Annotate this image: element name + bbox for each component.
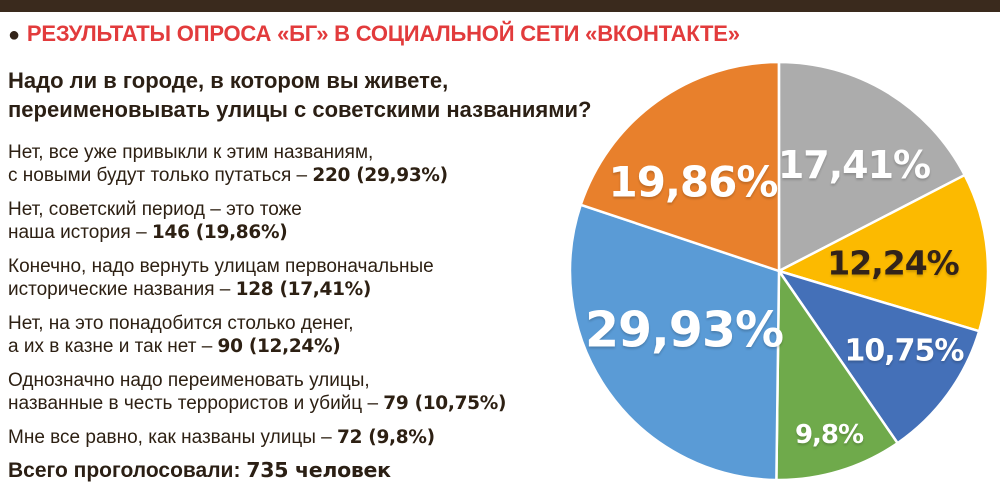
total-votes-value: 735 человек [246,458,391,482]
page-title: ● РЕЗУЛЬТАТЫ ОПРОСА «БГ» В СОЦИАЛЬНОЙ СЕТ… [8,21,740,47]
answer-text: Нет, на это понадобится столько денег, а… [8,313,354,357]
pie-slice-3 [777,269,981,445]
answer-value: 146 (19,86%) [151,222,288,243]
answer-value: 220 (29,93%) [312,165,448,186]
pie-slice-6 [579,60,781,273]
answer-value: 90 (12,24%) [217,336,341,357]
pie-slice-label: 29,93% [584,301,784,359]
answer-value: 72 (9,8%) [337,427,435,448]
pie-slice-label: 10,75% [844,333,965,369]
total-votes-label: Всего проголосовали: [8,459,247,482]
answer-item: Нет, все уже привыкли к этим названиям, … [8,141,506,187]
pie-chart: 17,41% 12,24% 10,75% 9,8% 29,93% 19,86% [565,57,995,487]
answer-item: Конечно, надо вернуть улицам первоначаль… [8,255,506,301]
page-title-text: РЕЗУЛЬТАТЫ ОПРОСА «БГ» В СОЦИАЛЬНОЙ СЕТИ… [26,21,740,46]
answers-list: Нет, все уже привыкли к этим названиям, … [8,141,506,460]
poll-question: Надо ли в городе, в котором вы живете, п… [8,68,592,122]
answer-item: Нет, на это понадобится столько денег, а… [8,312,506,358]
answer-text: Нет, советский период – это тоже наша ис… [8,199,302,243]
answer-text: Мне все равно, как названы улицы – [8,427,338,448]
answer-item: Однозначно надо переименовать улицы, наз… [8,369,506,415]
pie-slice-label: 9,8% [794,420,864,450]
pie-slice-label: 19,86% [608,157,779,207]
answer-value: 128 (17,41%) [235,279,372,300]
pie-slice-label: 17,41% [777,143,931,187]
pie-slice-4 [775,269,899,482]
pie-slice-label: 12,24% [827,243,959,283]
total-votes: Всего проголосовали: 735 человек [8,458,391,483]
pie-slice-2 [777,173,990,333]
bullet-icon: ● [8,24,20,46]
answer-text: Конечно, надо вернуть улицам первоначаль… [8,256,434,300]
answer-value: 79 (10,75%) [383,393,507,414]
pie-slice-5 [568,203,781,482]
pie-slice-1 [777,60,966,273]
top-bar [0,0,1000,12]
answer-text: Однозначно надо переименовать улицы, наз… [8,370,379,414]
answer-item: Нет, советский период – это тоже наша ис… [8,198,506,244]
answer-item: Мне все равно, как названы улицы – 72 (9… [8,426,506,449]
answer-text: Нет, все уже привыкли к этим названиям, … [8,142,374,186]
pie-chart-svg [568,60,990,482]
